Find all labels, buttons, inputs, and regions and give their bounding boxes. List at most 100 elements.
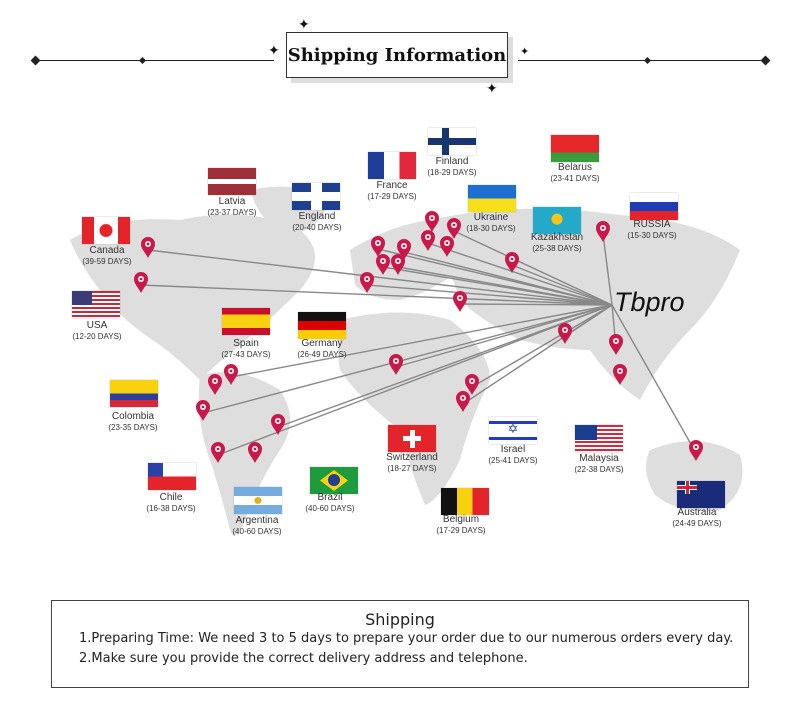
route-line [366,284,613,306]
country-label: Belgium (17-29 DAYS) [406,514,516,536]
header-line-right [518,60,766,61]
sparkle-icon: ✦ [298,17,310,33]
map-pin-icon [211,442,225,463]
delivery-days: (17-29 DAYS) [436,526,486,535]
country-label: Argentina (40-60 DAYS) [202,515,312,537]
route-line [471,304,613,388]
delivery-days: (40-60 DAYS) [232,527,282,536]
flag-malaysia [575,425,623,452]
country-label: England (20-40 DAYS) [262,211,372,233]
info-line-1: 1.Preparing Time: We need 3 to 5 days to… [79,631,734,646]
map-pin-icon [421,230,435,251]
map-pin-icon [248,442,262,463]
map-pin-icon [141,237,155,258]
route-line [277,304,613,428]
map-pin-icon [447,218,461,239]
route-line [459,303,613,306]
country-name: RUSSIA [633,219,671,230]
flag-chile [148,463,196,490]
map-pin-icon [134,272,148,293]
flag-belgium [441,488,489,515]
info-line-2: 2.Make sure you provide the correct deli… [79,651,528,666]
delivery-days: (23-41 DAYS) [550,174,600,183]
map-pin-icon [505,252,519,273]
route-line [602,233,613,306]
country-label: France (17-29 DAYS) [337,180,447,202]
header-line-left [36,60,274,61]
country-name: Israel [500,444,526,455]
south-america [198,372,290,536]
country-name: Kazakhstan [530,232,584,243]
map-pin-icon [360,272,374,293]
delivery-days: (23-37 DAYS) [207,208,257,217]
map-pin-icon [453,291,467,312]
map-pin-icon [440,236,454,257]
flag-france [368,152,416,179]
country-name: USA [86,320,108,331]
sparkle-icon: ✦ [486,81,498,97]
map-pin-icon [689,440,703,461]
route-line [397,266,613,306]
map-pin-icon [558,323,572,344]
country-name: Malaysia [579,453,619,464]
africa [337,312,490,505]
flag-ukraine [468,185,516,212]
country-name: Spain [233,338,259,349]
country-name: Belgium [442,514,480,525]
delivery-days: (18-30 DAYS) [466,224,516,233]
flag-spain [222,308,270,335]
delivery-days: (15-30 DAYS) [627,231,677,240]
country-name: Chile [159,492,183,503]
flag-finland [428,128,476,155]
delivery-days: (26-49 DAYS) [297,350,347,359]
country-label: Malaysia (22-38 DAYS) [544,453,654,475]
route-line [140,284,613,306]
country-name: Germany [301,338,343,349]
map-pin-icon [613,364,627,385]
world-map [70,186,743,536]
route-line [511,264,613,306]
map-pin-icon [389,354,403,375]
country-label: RUSSIA (15-30 DAYS) [597,219,707,241]
flag-israel: ✡ [489,417,537,444]
page-title: Shipping Information [286,32,508,78]
location-pins [134,211,703,463]
map-pin-icon [391,254,405,275]
brand-name: Tbpro [614,287,685,317]
country-name: Finland [435,156,469,167]
map-pin-icon [425,211,439,232]
flag-switzerland [388,425,436,452]
delivery-days: (25-38 DAYS) [532,244,582,253]
flag-belarus [551,135,599,162]
flag-russia [630,193,678,220]
delivery-days: (40-60 DAYS) [305,504,355,513]
country-label: Chile (16-38 DAYS) [116,492,226,514]
map-pin-icon [224,364,238,385]
country-name: France [376,180,408,191]
country-label: Switzerland (18-27 DAYS) [357,452,467,474]
flag-canada [82,217,130,244]
route-line [427,242,613,306]
route-lines [140,230,697,456]
route-line [147,249,613,306]
country-label: Belarus (23-41 DAYS) [520,162,630,184]
country-label: Ukraine (18-30 DAYS) [436,212,546,234]
flag-argentina [234,487,282,514]
country-label: Germany (26-49 DAYS) [267,338,377,360]
delivery-days: (24-49 DAYS) [672,519,722,528]
flag-kazakhstan [533,207,581,234]
route-line [395,304,613,368]
flag-colombia [110,380,158,407]
sparkle-icon: ✦ [268,43,280,59]
country-name: Canada [89,245,125,256]
country-label: USA (12-20 DAYS) [42,320,152,342]
shipping-info-box: Shipping 1.Preparing Time: We need 3 to … [51,600,749,688]
country-name: Ukraine [473,212,509,223]
north-america [70,214,315,380]
route-line [453,230,613,306]
country-label: Israel (25-41 DAYS) [458,444,568,466]
country-label: Australia (24-49 DAYS) [642,507,752,529]
map-pin-icon [596,221,610,242]
sparkle-icon: ✦ [520,45,530,58]
country-label: Canada (39-59 DAYS) [52,245,162,267]
